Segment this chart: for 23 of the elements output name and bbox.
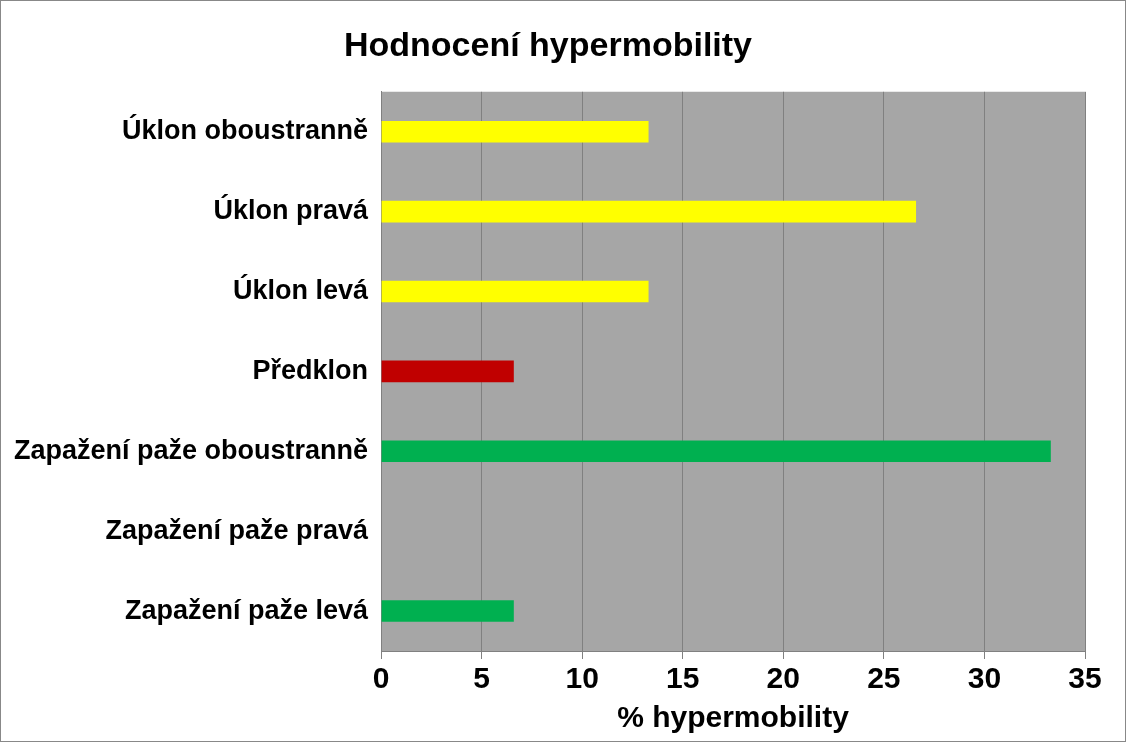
x-tick-label: 10 [565, 661, 599, 695]
x-tick-label: 20 [766, 661, 800, 695]
bar [381, 200, 917, 223]
y-tick-label: Úklon levá [233, 273, 370, 305]
x-tick-label: 5 [473, 661, 490, 695]
bar [381, 600, 514, 622]
x-axis-title: % hypermobility [617, 700, 850, 734]
x-tick-label: 15 [666, 661, 700, 695]
x-tick-label: 30 [967, 661, 1002, 695]
x-tick-label: 0 [372, 661, 390, 695]
y-tick-label: Úklon pravá [213, 194, 370, 226]
bar [381, 440, 1051, 463]
chart-title: Hodnocení hypermobility [343, 24, 753, 63]
x-tick-label: 35 [1068, 661, 1102, 695]
bar [381, 120, 649, 143]
y-tick-label: Zapažení paže oboustranně [14, 434, 369, 465]
y-tick-label: Zapažení paže levá [124, 594, 370, 625]
y-tick-label: Předklon [252, 354, 369, 385]
bar [381, 280, 649, 303]
x-tick-label: 25 [867, 661, 901, 695]
bar [381, 360, 514, 383]
y-tick-label: Zapažení paže pravá [105, 514, 370, 545]
y-tick-label: Úklon oboustranně [122, 114, 369, 146]
